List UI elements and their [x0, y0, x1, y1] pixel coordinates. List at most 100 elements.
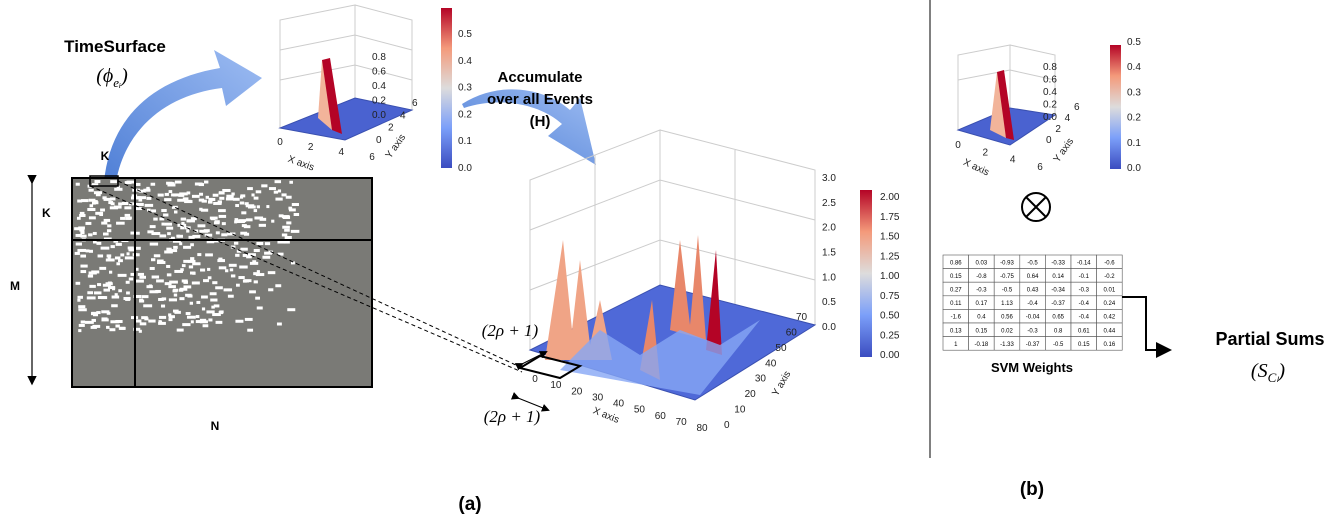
- table-value: 0.15: [976, 328, 988, 334]
- speckle: [268, 271, 276, 274]
- speckle: [99, 213, 103, 216]
- speckle: [254, 280, 258, 283]
- z-tick-label: 0.5: [822, 297, 836, 308]
- speckle: [249, 290, 256, 293]
- y-tick-label: 70: [796, 312, 808, 323]
- symbol-part: (S: [1251, 360, 1268, 382]
- colorbar-tick-label: 0.2: [1127, 113, 1141, 124]
- speckle: [100, 208, 105, 211]
- speckle: [186, 230, 189, 233]
- caption: (a): [458, 494, 481, 515]
- y-tick-label: 40: [765, 358, 777, 369]
- speckle: [130, 273, 134, 276]
- speckle: [186, 219, 191, 222]
- table-value: 0.11: [950, 301, 962, 307]
- speckle: [199, 230, 208, 233]
- speckle: [173, 289, 178, 292]
- speckle: [77, 217, 81, 220]
- table-value: -0.37: [1051, 301, 1065, 307]
- colorbar-tick-label: 0.4: [458, 56, 472, 67]
- speckle: [254, 209, 257, 212]
- speckle: [210, 299, 217, 302]
- y-tick-label: 4: [1065, 113, 1071, 124]
- speckle: [78, 305, 85, 308]
- speckle: [143, 304, 152, 307]
- speckle: [226, 197, 233, 200]
- y-tick-label: 50: [775, 343, 787, 354]
- speckle: [146, 285, 152, 288]
- speckle: [102, 196, 106, 199]
- table-value: -0.04: [1026, 315, 1040, 321]
- speckle: [210, 217, 218, 220]
- note: Accumulate: [497, 69, 582, 86]
- speckle: [98, 254, 104, 257]
- speckle: [219, 197, 224, 200]
- x-tick-label: 50: [634, 405, 646, 416]
- window-arrow: [522, 352, 546, 364]
- table-value: 0.01: [1104, 288, 1116, 294]
- y-tick-label: 30: [755, 374, 767, 385]
- speckle: [205, 253, 213, 256]
- speckle: [218, 209, 226, 212]
- tensor-operator: [1026, 197, 1046, 217]
- speckle: [126, 217, 131, 220]
- y-tick-label: 0: [376, 135, 382, 146]
- speckle: [159, 234, 166, 237]
- speckle: [80, 231, 84, 234]
- table-label: SVM Weights: [991, 360, 1073, 375]
- speckle: [167, 273, 172, 276]
- z-tick-label: 0.4: [1043, 87, 1057, 98]
- y-tick-label: 2: [388, 123, 394, 134]
- caption: (b): [1020, 479, 1044, 500]
- colorbar-tick-label: 0.5: [458, 29, 472, 40]
- speckle: [118, 259, 123, 262]
- table-value: 0.65: [1052, 315, 1064, 321]
- speckle: [216, 231, 220, 234]
- speckle: [246, 204, 255, 207]
- speckle: [286, 196, 292, 199]
- speckle: [183, 281, 188, 284]
- speckle: [240, 248, 247, 251]
- axis-label: X axis: [286, 154, 315, 174]
- speckle: [164, 198, 171, 201]
- speckle: [156, 279, 164, 282]
- x-tick-label: 70: [676, 417, 688, 428]
- speckle: [140, 322, 147, 325]
- speckle: [96, 242, 101, 245]
- small-plot-b: [958, 45, 1055, 145]
- speckle: [154, 254, 160, 257]
- speckle: [255, 297, 260, 300]
- table-value: 0.8: [1054, 328, 1063, 334]
- speckle: [127, 252, 130, 255]
- speckle: [196, 301, 200, 304]
- speckle: [174, 294, 177, 297]
- speckle: [202, 200, 207, 203]
- speckle: [196, 320, 203, 323]
- speckle: [268, 288, 273, 291]
- y-tick-label: 2: [1055, 124, 1061, 135]
- speckle: [158, 321, 162, 324]
- speckle: [216, 321, 223, 324]
- speckle: [256, 273, 265, 276]
- colorbar-tick-label: 0.2: [458, 109, 472, 120]
- speckle: [254, 217, 263, 220]
- table-value: -0.8: [976, 274, 987, 280]
- x-tick-label: 40: [613, 399, 625, 410]
- speckle: [194, 281, 200, 284]
- speckle: [235, 204, 239, 207]
- speckle: [214, 221, 220, 224]
- speckle: [120, 217, 126, 220]
- speckle: [192, 195, 200, 198]
- speckle: [188, 260, 196, 263]
- speckle: [118, 289, 122, 292]
- speckle: [77, 249, 86, 252]
- y-tick-label: 6: [412, 98, 418, 109]
- speckle: [245, 318, 253, 321]
- table-value: -0.14: [1077, 260, 1091, 266]
- speckle: [241, 211, 246, 214]
- speckle: [197, 253, 201, 256]
- speckle: [291, 230, 300, 233]
- speckle: [138, 273, 144, 276]
- speckle: [256, 190, 262, 193]
- z-tick-label: 1.0: [822, 272, 836, 283]
